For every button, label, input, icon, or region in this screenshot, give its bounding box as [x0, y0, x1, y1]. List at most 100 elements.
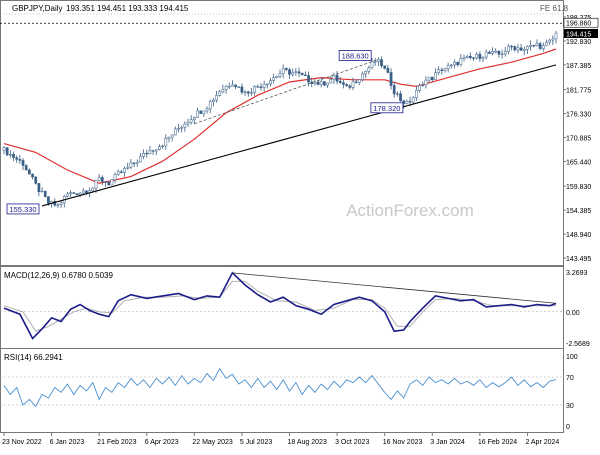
candle-body: [545, 41, 548, 46]
level-label: 196.860: [566, 21, 591, 28]
candle-body: [332, 74, 336, 80]
candle-body: [342, 82, 345, 85]
candle-body: [218, 91, 222, 96]
candle-body: [472, 57, 475, 59]
candle-body: [323, 81, 326, 86]
candle-body: [507, 45, 510, 52]
candle-body: [43, 190, 47, 197]
x-tick-label: 23 Nov 2022: [2, 439, 42, 446]
fe-level-label: FE 61.8: [540, 4, 569, 13]
candle-body: [100, 177, 104, 182]
candle-body: [513, 46, 517, 51]
candle-body: [519, 47, 523, 51]
candle-body: [31, 173, 34, 178]
candle-body: [120, 171, 123, 173]
price-tick-label: 187.385: [566, 63, 591, 70]
x-tick-label: 2 Apr 2024: [525, 439, 559, 446]
candle-body: [116, 171, 120, 175]
candle-body: [107, 181, 111, 186]
price-tick-label: 192.830: [566, 39, 591, 46]
price-annotation-text: 188.630: [342, 51, 369, 60]
candle-body: [158, 146, 161, 150]
candlesticks: [2, 30, 558, 209]
candle-body: [424, 79, 428, 86]
candle-body: [313, 81, 317, 84]
candle-body: [456, 61, 460, 66]
candle-body: [288, 69, 291, 75]
candle-body: [75, 193, 79, 196]
candle-body: [40, 190, 44, 193]
candle-body: [72, 192, 76, 194]
candle-body: [475, 53, 479, 59]
macd-trendline: [232, 272, 557, 304]
candle-body: [284, 68, 288, 70]
level-label-box: [563, 17, 599, 28]
candle-body: [449, 64, 453, 66]
candle-body: [488, 51, 491, 54]
candle-body: [234, 84, 237, 87]
candle-body: [329, 79, 333, 84]
candle-body: [167, 136, 171, 139]
candle-body: [215, 95, 218, 101]
candle-body: [421, 84, 425, 87]
candle-body: [199, 110, 203, 114]
rsi-tick-label: 30: [566, 403, 574, 410]
candle-body: [437, 69, 440, 74]
candle-body: [453, 61, 456, 66]
candle-body: [91, 187, 95, 192]
rsi-tick-label: 100: [566, 354, 578, 361]
rsi-indicator: 100 70 30 0: [0, 354, 578, 431]
candle-body: [259, 86, 263, 88]
rsi-tick-label: 70: [566, 375, 574, 382]
candle-body: [373, 61, 377, 63]
trendlines: [41, 59, 557, 207]
candle-body: [478, 53, 482, 59]
x-tick-label: 16 Nov 2023: [383, 439, 423, 446]
candle-body: [411, 97, 415, 103]
candle-body: [326, 82, 329, 86]
candle-body: [12, 153, 15, 158]
price-annotation-text: 178.320: [373, 104, 400, 113]
symbol-timeframe: GBPJPY,Daily: [12, 4, 63, 13]
candle-body: [380, 59, 383, 67]
candle-body: [497, 51, 501, 55]
candle-body: [110, 179, 114, 186]
candle-body: [66, 193, 69, 197]
candle-body: [142, 152, 145, 157]
candle-body: [354, 81, 358, 83]
candle-body: [338, 81, 342, 83]
candle-body: [484, 51, 488, 58]
candle-body: [34, 176, 38, 184]
candle-body: [415, 90, 418, 99]
candle-body: [243, 91, 247, 93]
candle-body: [221, 89, 225, 93]
candle-body: [183, 123, 187, 128]
candle-body: [500, 53, 504, 55]
candle-body: [396, 93, 399, 95]
candle-body: [335, 74, 339, 82]
candle-body: [392, 85, 396, 95]
candle-body: [231, 84, 234, 87]
candle-body: [307, 75, 310, 83]
candle-body: [510, 45, 513, 48]
candle-body: [462, 57, 466, 59]
candle-body: [532, 45, 536, 47]
candle-body: [170, 134, 174, 138]
candle-body: [304, 74, 307, 77]
candle-body: [250, 92, 253, 94]
candle-body: [386, 68, 390, 73]
support-trendline: [41, 64, 557, 207]
candle-body: [208, 101, 212, 110]
candle-body: [59, 202, 63, 205]
candle-body: [491, 51, 494, 54]
price-annotations: 155.330 188.630 178.320: [6, 50, 404, 215]
candle-body: [47, 196, 50, 204]
candle-body: [56, 204, 60, 206]
candle-body: [535, 43, 539, 46]
price-y-axis: 198.275192.830187.385181.775176.330170.8…: [563, 15, 599, 263]
candle-body: [376, 59, 380, 62]
candle-body: [212, 99, 215, 102]
candle-body: [253, 86, 256, 93]
price-annotation-box: [370, 102, 404, 114]
